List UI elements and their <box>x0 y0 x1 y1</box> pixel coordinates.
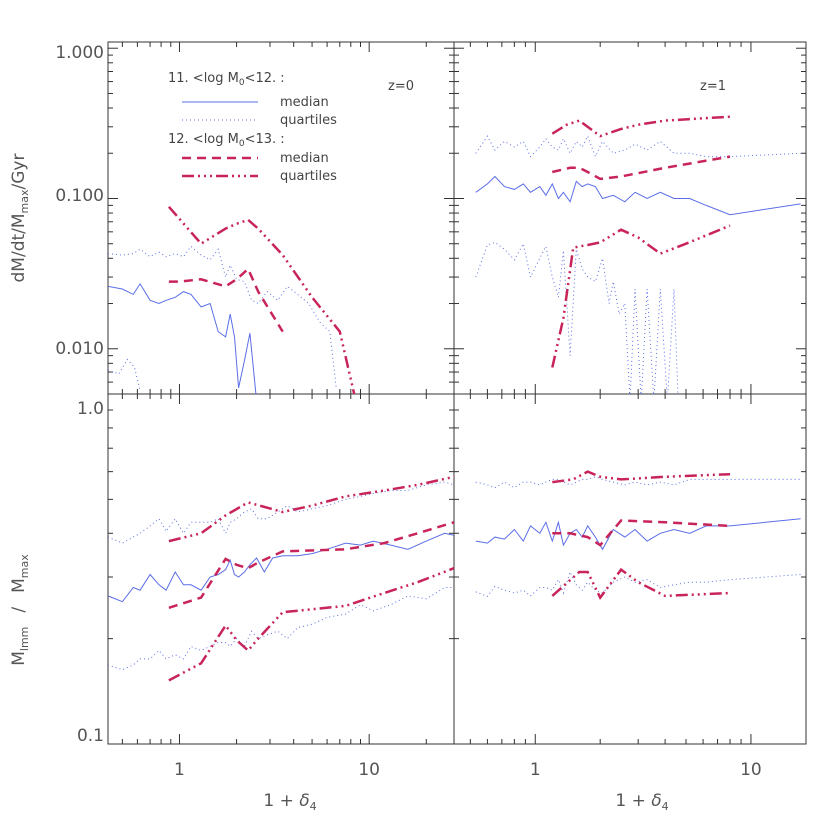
x-tick-label-right-10: 10 <box>740 760 762 780</box>
x-axis-title-left-symbol: δ <box>299 791 309 811</box>
x-axis-title-left-sub: 4 <box>310 800 317 813</box>
series-line-bottom-right-blue-dotted-2 <box>475 570 801 598</box>
legend-group2-quartiles: quartiles <box>280 169 337 184</box>
series-line-bottom-left-red-dashdot-5 <box>168 567 454 682</box>
series-line-top-left-blue-dotted-1 <box>108 245 337 388</box>
series-line-top-left-red-dashed-3 <box>168 266 284 333</box>
x-tick-label-left-1: 1 <box>174 760 185 780</box>
panel-frame-bottom-left <box>107 393 455 745</box>
x-axis-title-right-symbol: δ <box>651 791 661 811</box>
series-line-bottom-right-red-dashdot-5 <box>551 567 731 600</box>
legend-group2-median: median <box>280 151 329 166</box>
y-axis-title-top-sub: max <box>18 189 31 213</box>
series-line-bottom-right-red-dashed-3 <box>552 519 731 547</box>
panel-frame-bottom-right <box>453 393 807 745</box>
series-layer <box>108 115 801 682</box>
y-axis-title-top-main: dM/dt/M <box>9 213 29 282</box>
series-line-top-left-blue-dotted-2 <box>108 358 141 392</box>
series-line-top-right-blue-solid-0 <box>475 175 801 216</box>
x-axis-title-left: 1 + δ4 <box>263 791 316 813</box>
y-axis-title-bottom-b: M <box>9 578 29 593</box>
series-line-bottom-right-red-dashdot-4 <box>552 470 731 484</box>
y-tick-label-top-0010: 0.010 <box>55 339 104 359</box>
series-line-bottom-left-blue-dotted-1 <box>108 481 454 544</box>
y-tick-label-top-1000: 1.000 <box>55 43 104 63</box>
y-tick-labels-top: 1.000 0.100 0.010 <box>55 43 104 359</box>
x-tick-label-left-10: 10 <box>358 760 380 780</box>
panel-label-z1: z=1 <box>700 79 726 94</box>
series-line-top-left-red-dashdot-4 <box>167 205 356 394</box>
legend-group1-suffix: <12. : <box>245 71 285 86</box>
y-axis-title-bottom-b-sub: max <box>18 554 31 578</box>
legend-group2-prefix: 12. <log M <box>168 132 239 147</box>
series-line-bottom-right-blue-solid-0 <box>475 518 801 551</box>
y-tick-label-top-0100: 0.100 <box>55 186 104 206</box>
y-tick-label-bottom-10: 1.0 <box>77 399 104 419</box>
series-line-top-right-blue-dotted-1 <box>475 134 801 158</box>
panel-series-top-left <box>108 205 356 394</box>
x-axis-title-right: 1 + δ4 <box>615 791 668 813</box>
x-tick-labels: 1 10 1 10 <box>174 760 762 780</box>
legend-group1-median: median <box>280 95 329 110</box>
y-axis-title-bottom-a-sub: lmm <box>18 627 31 652</box>
legend-group1-prefix: 11. <log M <box>168 71 239 86</box>
panel-series-top-right <box>475 115 801 394</box>
panel-label-z0: z=0 <box>388 79 414 94</box>
series-line-top-right-blue-dotted-2 <box>475 241 679 394</box>
series-line-top-left-blue-solid-0 <box>108 282 257 394</box>
panel-frame-top-right <box>453 41 807 395</box>
y-axis-title-bottom: Mlmm / Mmax <box>9 554 31 666</box>
series-line-bottom-left-red-dashdot-4 <box>168 475 454 543</box>
series-line-bottom-left-red-dashed-3 <box>168 521 454 609</box>
panel-series-bottom-right <box>475 470 801 600</box>
legend-group2-sub: 0 <box>239 139 245 149</box>
legend-group1-quartiles: quartiles <box>280 113 337 128</box>
legend-group2-title: 12. <log M0<13. : <box>168 132 285 149</box>
series-line-top-right-red-dashdot-4 <box>551 115 731 138</box>
legend: 11. <log M0<12. : median quartiles 12. <… <box>168 71 337 184</box>
y-axis-title-bottom-a: M <box>9 651 29 666</box>
legend-group1-title: 11. <log M0<12. : <box>168 71 285 88</box>
x-axis-title-right-sub: 4 <box>662 800 669 813</box>
y-tick-label-bottom-01: 0.1 <box>77 726 104 746</box>
series-line-top-right-red-dashdot-5 <box>551 224 731 368</box>
legend-group2-suffix: <13. : <box>245 132 285 147</box>
panel-series-bottom-left <box>108 475 454 682</box>
series-line-top-right-red-dashed-3 <box>552 155 731 181</box>
y-tick-labels-bottom: 1.0 0.1 <box>77 399 104 746</box>
x-axis-title-left-prefix: 1 + <box>263 791 299 811</box>
x-tick-label-right-1: 1 <box>530 760 541 780</box>
series-line-bottom-left-blue-solid-0 <box>108 532 454 603</box>
legend-group1-sub: 0 <box>239 78 245 88</box>
tick-marks <box>108 42 806 745</box>
series-line-bottom-right-blue-dotted-1 <box>475 476 801 489</box>
y-axis-title-top: dM/dt/Mmax/Gyr <box>9 154 31 283</box>
x-axis-title-right-prefix: 1 + <box>615 791 651 811</box>
series-line-bottom-left-blue-dotted-2 <box>108 587 454 671</box>
y-axis-title-bottom-sep: / <box>9 607 29 613</box>
y-axis-title-top-tail: /Gyr <box>9 154 29 190</box>
